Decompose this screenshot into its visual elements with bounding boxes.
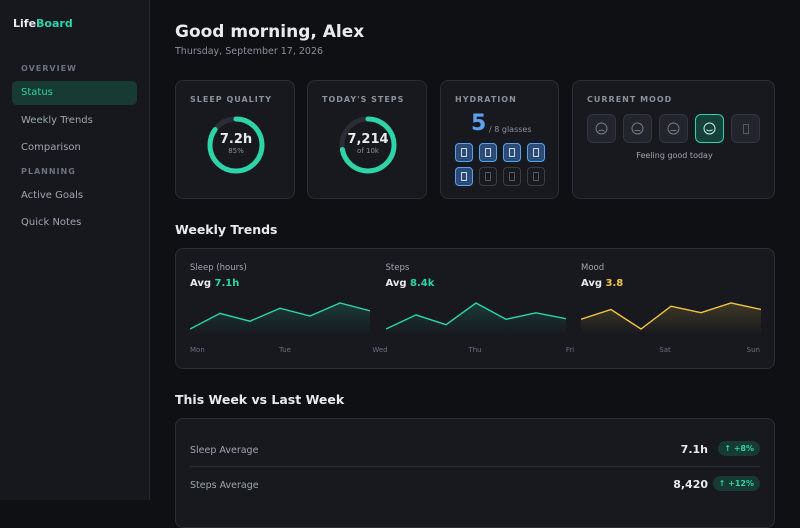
glass[interactable] (503, 167, 521, 186)
nav-item[interactable]: Quick Notes (12, 211, 137, 235)
face (632, 123, 643, 134)
section-title: This Week vs Last Week (175, 392, 344, 407)
glass[interactable] (455, 167, 473, 186)
glass-icon (509, 172, 515, 181)
nav-section: OVERVIEW (21, 64, 77, 73)
mood-card: CURRENT MOOD Feeling good today (572, 80, 775, 199)
mood-face (588, 115, 615, 142)
glass-icon (485, 148, 491, 157)
glass[interactable] (527, 167, 545, 186)
date: Thursday, September 17, 2026 (175, 46, 323, 57)
face (704, 123, 715, 134)
nav-item[interactable]: Active Goals (12, 184, 137, 208)
trend-avg: Avg 7.1h (190, 278, 239, 289)
glass[interactable] (527, 143, 545, 162)
greeting: Good morning, Alex (175, 22, 364, 42)
row-label: Steps Average (190, 480, 259, 491)
day-label: Sun (720, 346, 760, 354)
mood-caption: Feeling good today (573, 151, 776, 160)
glasses-total: / 8 glasses (489, 125, 532, 134)
mood-option[interactable] (695, 114, 724, 143)
trend-label: Mood (581, 263, 604, 273)
glass[interactable] (455, 143, 473, 162)
glass-icon (461, 148, 467, 157)
nav-item[interactable]: Weekly Trends (12, 109, 137, 133)
ring-value: 7,214 (308, 132, 428, 147)
glasses-count: 5 (471, 111, 486, 136)
mood-face (624, 115, 651, 142)
mood-icon (743, 124, 749, 134)
section-title: Weekly Trends (175, 222, 277, 237)
trend-avg: Avg 8.4k (386, 278, 435, 289)
hydration-card: HYDRATION 5 / 8 glasses (440, 80, 559, 199)
day-label: Fri (550, 346, 590, 354)
brand-b: Board (36, 17, 73, 30)
mood-face (696, 115, 723, 142)
sparkline (581, 295, 761, 335)
mood-option[interactable] (623, 114, 652, 143)
trend-label: Sleep (hours) (190, 263, 247, 273)
brand: LifeBoard (13, 17, 73, 30)
day-label: Thu (455, 346, 495, 354)
glass-icon (485, 172, 491, 181)
row-label: Sleep Average (190, 445, 258, 456)
sparkline (386, 295, 566, 335)
card-label: CURRENT MOOD (587, 95, 672, 104)
divider (190, 466, 760, 467)
row-value: 8,420 (673, 478, 708, 491)
nav-item[interactable]: Comparison (12, 136, 137, 160)
page: LifeBoard OVERVIEW Status Weekly Trends Com… (0, 0, 800, 500)
avg-value: 3.8 (606, 278, 624, 289)
trends-panel: Sleep (hours) Avg 7.1h Steps Avg 8.4k Mood Av… (175, 248, 775, 369)
ring-sub: 85% (176, 147, 296, 155)
avg-prefix: Avg (581, 278, 602, 289)
mood-face (660, 115, 687, 142)
avg-value: 7.1h (215, 278, 240, 289)
avg-prefix: Avg (386, 278, 407, 289)
glass-icon (533, 148, 539, 157)
trend-avg: Avg 3.8 (581, 278, 623, 289)
mood-option[interactable] (587, 114, 616, 143)
mood-option[interactable] (659, 114, 688, 143)
day-label: Sat (645, 346, 685, 354)
avg-prefix: Avg (190, 278, 211, 289)
row-change: ↑ +12% (713, 476, 760, 491)
row-value: 7.1h (681, 443, 708, 456)
face (596, 123, 607, 134)
glass[interactable] (479, 167, 497, 186)
trend-label: Steps (386, 263, 410, 273)
card-label: SLEEP QUALITY (190, 95, 272, 104)
ring-sub: of 10k (308, 147, 428, 155)
glass-icon (509, 148, 515, 157)
glass[interactable] (503, 143, 521, 162)
row-change: ↑ +8% (718, 441, 760, 456)
mouth (599, 130, 605, 131)
glass[interactable] (479, 143, 497, 162)
avg-value: 8.4k (410, 278, 434, 289)
nav-item[interactable]: Status (12, 81, 137, 105)
sidebar: LifeBoard OVERVIEW Status Weekly Trends Com… (0, 0, 150, 500)
day-label: Wed (360, 346, 400, 354)
glass-icon (461, 172, 467, 181)
card-label: HYDRATION (455, 95, 517, 104)
day-label: Mon (190, 346, 230, 354)
sparkline-area (581, 303, 761, 335)
sparkline-area (386, 303, 566, 335)
brand-a: Life (13, 17, 36, 30)
face (668, 123, 679, 134)
ring-value: 7.2h (176, 132, 296, 147)
day-label: Tue (265, 346, 305, 354)
sparkline (190, 295, 370, 335)
mouth (707, 130, 713, 131)
nav-section: PLANNING (21, 167, 76, 176)
comparison-panel: Sleep Average 7.1h ↑ +8% Steps Average 8,420… (175, 418, 775, 528)
glass-icon (533, 172, 539, 181)
card-label: TODAY'S STEPS (322, 95, 404, 104)
mood-option[interactable] (731, 114, 760, 143)
